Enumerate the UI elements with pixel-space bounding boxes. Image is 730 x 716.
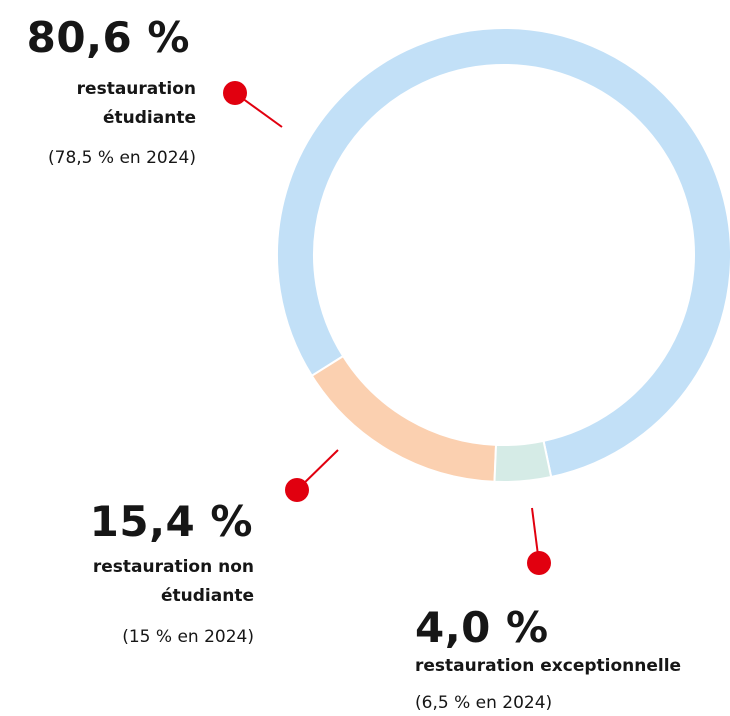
note: (15 % en 2024) [122,627,254,647]
category-label: restauration exceptionnelle [415,656,682,676]
pointer-dot [527,551,551,575]
slice [276,27,730,479]
pointer-dot [223,81,247,105]
value-label: 15,4 % [89,497,253,546]
slice [310,354,498,483]
pointer-dot [285,478,309,502]
category-label: restauration non étudiante [92,557,254,606]
slice [493,439,553,483]
category-label: restauration étudiante [76,79,196,128]
value-label: 80,6 % [26,13,190,62]
value-label: 4,0 % [415,603,549,652]
note: (6,5 % en 2024) [415,693,553,713]
note: (78,5 % en 2024) [48,148,196,168]
